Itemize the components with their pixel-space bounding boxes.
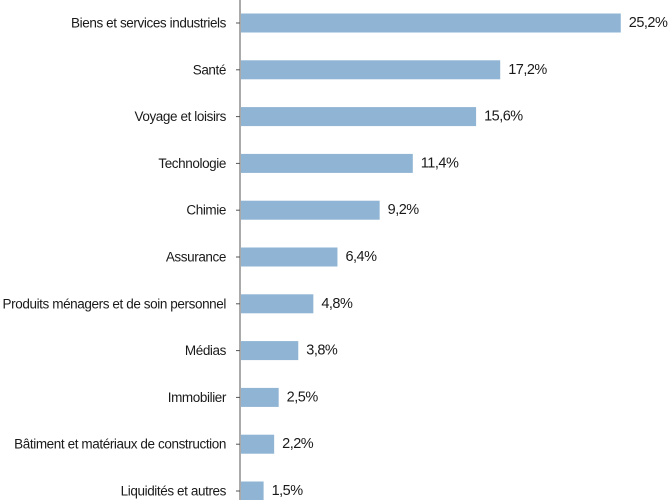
bar — [241, 60, 501, 80]
bar — [241, 247, 338, 267]
category-label: Santé — [193, 62, 226, 77]
category-label: Biens et services industriels — [71, 16, 227, 31]
value-label: 11,4% — [421, 155, 459, 171]
value-label: 17,2% — [508, 62, 547, 78]
value-label: 2,2% — [282, 436, 314, 452]
bar — [241, 153, 413, 173]
category-label: Bâtiment et matériaux de construction — [14, 437, 226, 452]
category-label: Produits ménagers et de soin personnel — [3, 296, 227, 311]
bar — [241, 107, 477, 127]
bar — [241, 341, 299, 361]
category-label: Liquidités et autres — [121, 484, 227, 499]
value-label: 3,8% — [306, 343, 338, 359]
bar — [241, 13, 621, 33]
category-label: Médias — [185, 343, 227, 358]
category-label: Chimie — [186, 203, 226, 218]
value-label: 25,2% — [629, 15, 668, 31]
bars-group: Biens et services industriels 25,2% Santé 1… — [3, 13, 668, 500]
bar — [241, 200, 380, 220]
category-label: Assurance — [166, 250, 226, 265]
value-label: 15,6% — [484, 109, 523, 125]
bar — [241, 434, 275, 454]
category-label: Voyage et loisirs — [134, 109, 226, 124]
bar — [241, 294, 314, 314]
category-label: Immobilier — [168, 390, 227, 405]
value-label: 6,4% — [345, 249, 377, 265]
bar — [241, 387, 279, 407]
value-label: 4,8% — [321, 296, 353, 312]
value-label: 2,5% — [287, 389, 319, 405]
value-label: 1,5% — [272, 483, 304, 499]
value-label: 9,2% — [388, 202, 420, 218]
category-label: Technologie — [158, 156, 226, 171]
bar — [241, 481, 264, 500]
